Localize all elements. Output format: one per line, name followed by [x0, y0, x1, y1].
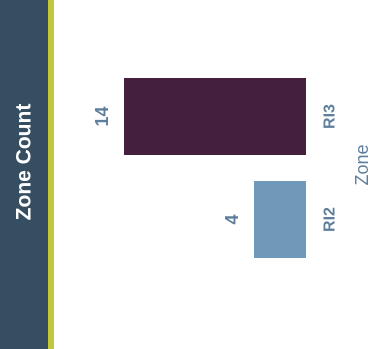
axis-title-zone: Zone	[352, 144, 372, 185]
side-panel: Zone Count	[0, 0, 48, 349]
category-label-ri2: RI2	[322, 207, 339, 232]
value-label-ri3: 14	[92, 106, 112, 126]
bar-ri2	[254, 181, 306, 258]
value-label-ri2: 4	[222, 214, 242, 224]
side-accent-stripe	[48, 0, 54, 349]
bar-ri3	[124, 78, 306, 155]
category-label-ri3: RI3	[322, 104, 339, 129]
